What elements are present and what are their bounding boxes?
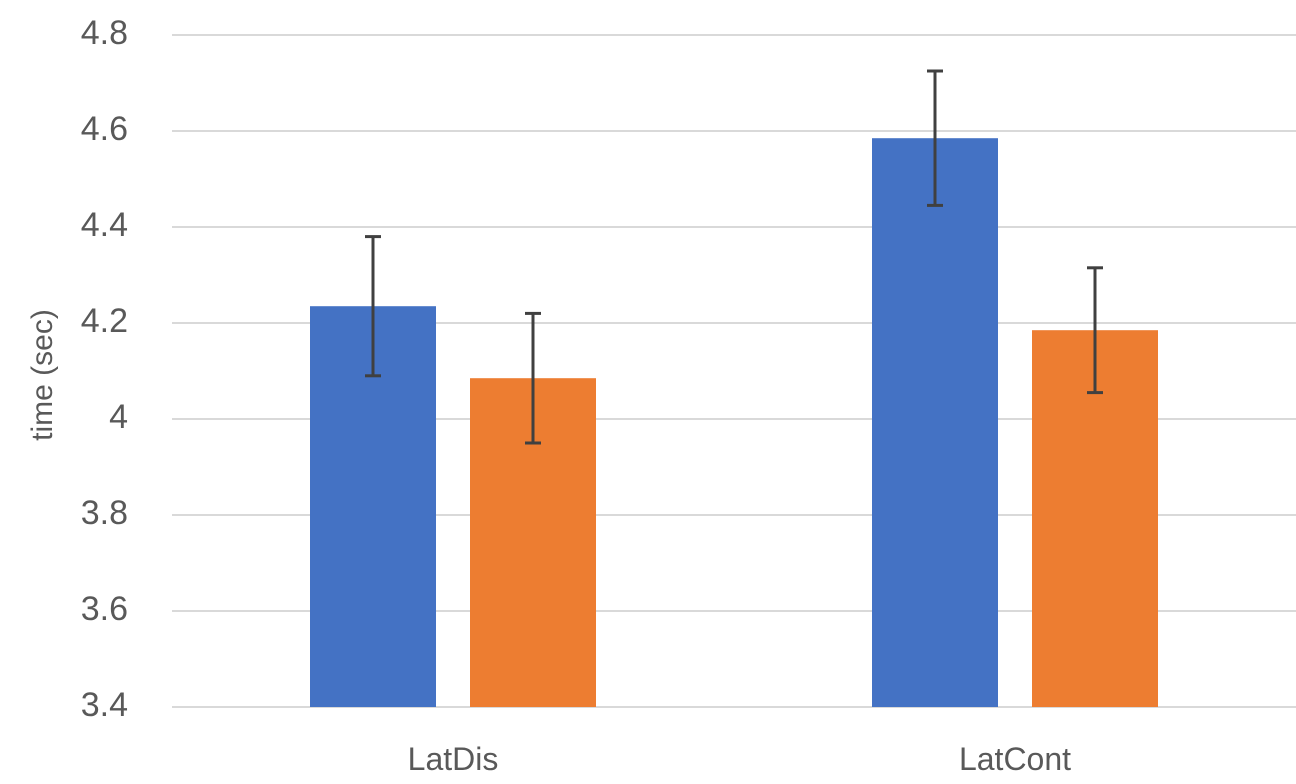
- error-bar: [365, 235, 381, 378]
- bars: [310, 138, 1158, 707]
- y-tick-label: 3.6: [81, 590, 128, 628]
- x-category-label: LatCont: [959, 741, 1071, 777]
- y-tick-label: 4.6: [81, 110, 128, 148]
- y-tick-label: 4.2: [81, 302, 128, 340]
- error-bar: [1087, 266, 1103, 395]
- error-bar: [927, 69, 943, 207]
- y-tick-label: 4: [109, 398, 128, 436]
- bar-latcont-series-1: [872, 138, 998, 707]
- y-axis-title: time (sec): [26, 309, 59, 441]
- x-axis-category-labels: LatDis LatCont: [408, 741, 1072, 777]
- x-category-label: LatDis: [408, 741, 499, 777]
- y-tick-label: 3.4: [81, 686, 128, 724]
- y-axis-tick-labels: 3.4 3.6 3.8 4 4.2 4.4 4.6 4.8: [81, 14, 128, 724]
- error-bar: [525, 311, 541, 445]
- y-tick-label: 4.8: [81, 14, 128, 52]
- y-tick-label: 3.8: [81, 494, 128, 532]
- error-bars: [365, 69, 1103, 445]
- y-tick-label: 4.4: [81, 206, 128, 244]
